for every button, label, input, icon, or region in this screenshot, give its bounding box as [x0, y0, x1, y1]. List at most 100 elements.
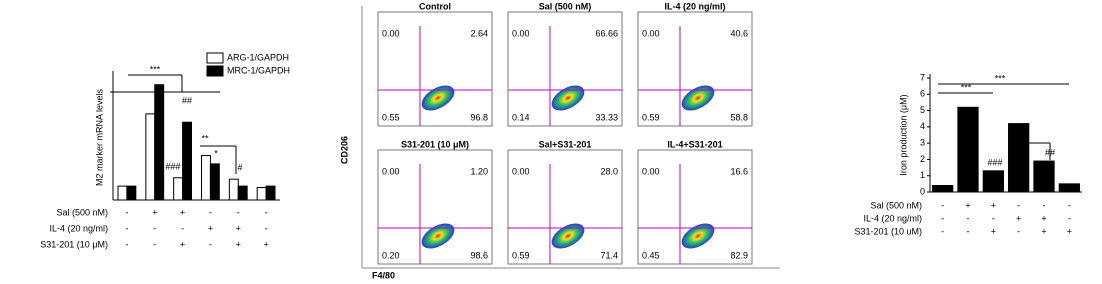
bar: [265, 185, 276, 201]
condition-mark: -: [1017, 200, 1020, 210]
flow-plot-title: Control: [419, 1, 451, 11]
bar: [154, 84, 165, 201]
quadrant-value: 98.6: [470, 250, 488, 260]
flow-plot-frame: [637, 149, 753, 265]
quadrant-value: 0.14: [512, 112, 530, 122]
bar: [982, 170, 1004, 193]
bar: [145, 113, 156, 201]
cell-population: [681, 223, 715, 249]
bar: [256, 187, 267, 201]
quadrant-value: 0.00: [512, 166, 530, 176]
condition-mark: -: [209, 207, 212, 217]
bar: [957, 106, 979, 193]
condition-mark: -: [992, 213, 995, 223]
quadrant-value: 0.00: [642, 166, 660, 176]
bar: [1033, 160, 1055, 193]
condition-mark: -: [1068, 213, 1071, 223]
significance: ###: [165, 161, 180, 171]
condition-mark: -: [181, 223, 184, 233]
flow-plot-title: Sal+S31-201: [539, 139, 592, 149]
flow-plot-title: S31-201 (10 μM): [401, 139, 469, 149]
condition-label: Sal (500 nM): [56, 207, 108, 217]
condition-mark: -: [941, 226, 944, 236]
condition-mark: +: [1041, 226, 1046, 236]
quadrant-value: 71.4: [600, 250, 618, 260]
condition-mark: -: [265, 223, 268, 233]
y-tick-label: 7: [920, 72, 925, 82]
bar: [932, 184, 954, 193]
quadrant-value: 40.6: [730, 28, 748, 38]
y-tick-label: 1: [920, 170, 925, 180]
condition-label: Sal (500 nM): [870, 200, 922, 210]
y-tick-label: 3: [920, 138, 925, 148]
quadrant-value: 2.64: [470, 28, 488, 38]
y-tick-label: 4: [920, 121, 925, 131]
quadrant-value: 16.6: [730, 166, 748, 176]
quadrant-value: 0.55: [382, 112, 400, 122]
quadrant-value: 0.00: [642, 28, 660, 38]
condition-mark: -: [967, 213, 970, 223]
significance: **: [201, 133, 209, 143]
quadrant-value: 66.66: [595, 28, 618, 38]
bar: [228, 178, 239, 201]
quadrant-value: 0.59: [512, 250, 530, 260]
bar: [173, 177, 184, 201]
condition-mark: -: [125, 239, 128, 249]
condition-mark: -: [237, 207, 240, 217]
legend-swatch: [206, 52, 224, 64]
flow-plot-frame: [507, 149, 623, 265]
quadrant-value: 28.0: [600, 166, 618, 176]
condition-mark: +: [991, 226, 996, 236]
bar: [1058, 183, 1080, 193]
bar: [237, 185, 248, 201]
legend-swatch: [206, 65, 224, 77]
condition-mark: -: [209, 239, 212, 249]
quadrant-value: 0.20: [382, 250, 400, 260]
brackets: [110, 74, 1069, 174]
bar: [1008, 123, 1030, 193]
condition-label: S31-201 (10 uM): [854, 226, 922, 236]
condition-mark: -: [941, 200, 944, 210]
cell-population: [421, 85, 455, 111]
quadrant-value: 0.45: [642, 250, 660, 260]
cell-population: [551, 223, 585, 249]
y-tick-label: 6: [920, 89, 925, 99]
condition-label: S31-201 (10 μM): [40, 239, 108, 249]
quadrant-value: 1.20: [470, 166, 488, 176]
bar: [209, 163, 220, 201]
cell-population: [421, 223, 455, 249]
significance: ***: [961, 82, 972, 92]
condition-mark: +: [180, 207, 185, 217]
condition-mark: -: [265, 207, 268, 217]
condition-mark: +: [965, 200, 970, 210]
flow-x-label: F4/80: [372, 270, 395, 280]
condition-mark: -: [1043, 200, 1046, 210]
condition-mark: +: [236, 239, 241, 249]
condition-label: IL-4 (20 ng/ml): [863, 213, 922, 223]
condition-mark: -: [153, 223, 156, 233]
condition-mark: -: [1017, 226, 1020, 236]
flow-plot-title: IL-4 (20 ng/ml): [664, 1, 725, 11]
flow-axes: [361, 6, 780, 269]
significance: *: [214, 148, 218, 158]
condition-mark: +: [180, 239, 185, 249]
flow-y-label: CD206: [339, 136, 349, 164]
significance: ##: [1045, 147, 1055, 157]
condition-label: IL-4 (20 ng/ml): [49, 223, 108, 233]
quadrant-value: 0.00: [512, 28, 530, 38]
significance: ##: [182, 95, 192, 105]
flow-plot-title: Sal (500 nM): [539, 1, 592, 11]
condition-mark: -: [125, 223, 128, 233]
cell-population: [681, 85, 715, 111]
condition-mark: -: [153, 239, 156, 249]
condition-mark: +: [263, 239, 268, 249]
quadrant-value: 0.59: [642, 112, 660, 122]
condition-mark: +: [236, 223, 241, 233]
condition-mark: +: [1067, 226, 1072, 236]
quadrant-value: 96.8: [470, 112, 488, 122]
y-tick-label: 2: [920, 154, 925, 164]
bar: [201, 155, 211, 201]
condition-mark: +: [991, 200, 996, 210]
